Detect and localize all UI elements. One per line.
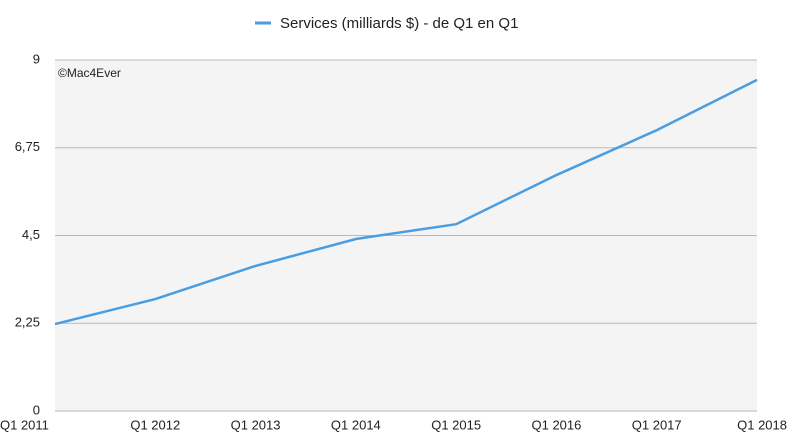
- x-tick-label: Q1 2011: [0, 417, 49, 432]
- y-tick-label: 2,25: [15, 315, 40, 330]
- y-tick-label: 6,75: [15, 139, 40, 154]
- x-tick-label: Q1 2014: [331, 417, 381, 432]
- y-tick-label: 0: [33, 402, 40, 417]
- x-tick-label: Q1 2018: [737, 417, 787, 432]
- x-tick-label: Q1 2015: [431, 417, 481, 432]
- watermark: ©Mac4Ever: [58, 66, 121, 80]
- x-tick-label: Q1 2017: [632, 417, 682, 432]
- legend-label: Services (milliards $) - de Q1 en Q1: [280, 15, 518, 32]
- x-tick-label: Q1 2016: [531, 417, 581, 432]
- x-tick-label: Q1 2012: [130, 417, 180, 432]
- y-tick-label: 4,5: [22, 227, 40, 242]
- y-tick-label: 9: [33, 51, 40, 66]
- x-tick-label: Q1 2013: [231, 417, 281, 432]
- line: [54, 78, 758, 326]
